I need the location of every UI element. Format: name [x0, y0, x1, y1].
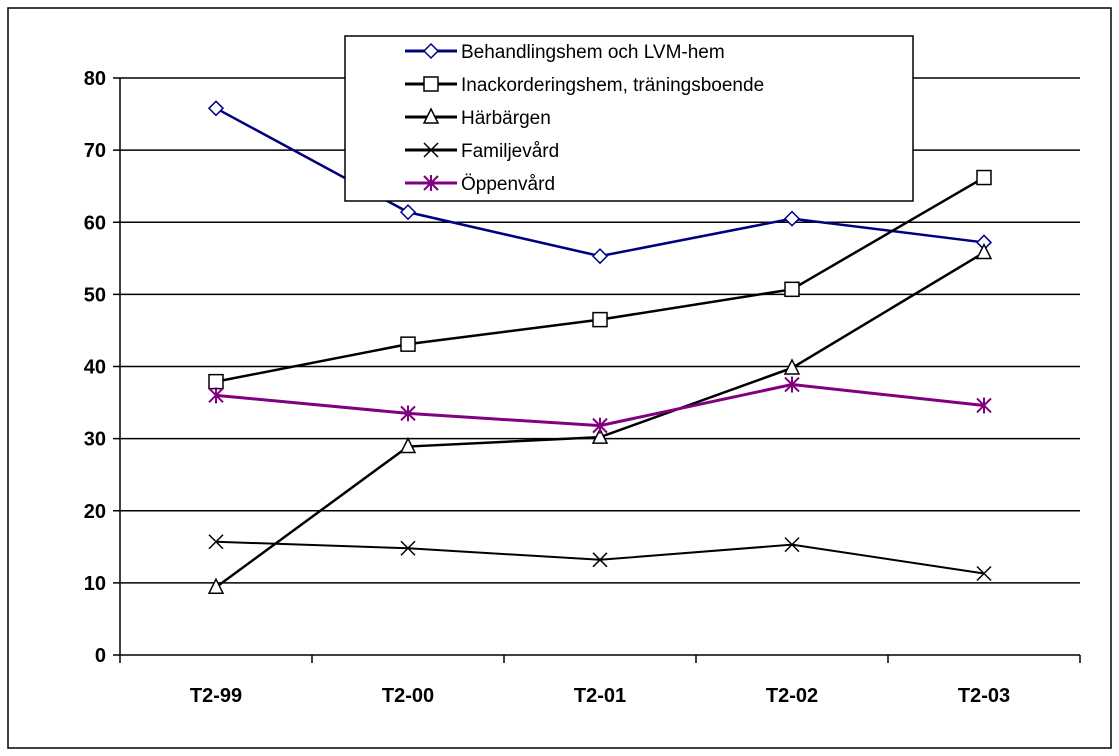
x-marker-stroke [208, 534, 224, 550]
data-point [399, 204, 417, 221]
x-marker-stroke [976, 565, 992, 582]
data-point [784, 281, 800, 298]
y-tick-label: 40 [84, 357, 106, 379]
diamond-marker [591, 248, 609, 265]
data-point [400, 336, 416, 352]
legend-marker [422, 42, 440, 60]
axes: 0 10 20 30 40 50 60 70 80 T2-99 T2-00 T2-01 T2-02 T2-… [84, 68, 1081, 707]
data-point [592, 552, 608, 568]
diamond-marker [783, 210, 801, 227]
gridlines [120, 77, 1080, 584]
x-tick-label: T2-01 [574, 685, 626, 707]
data-point [783, 210, 801, 227]
y-tick-label: 70 [84, 140, 106, 162]
legend: Behandlingshem och LVM-hem Inackorderings… [344, 35, 914, 202]
x-marker-stroke [423, 142, 439, 158]
square-marker [784, 281, 800, 298]
data-point [592, 311, 608, 328]
square-marker [423, 76, 439, 92]
legend-marker [423, 76, 439, 92]
data-point [400, 405, 416, 422]
series-4 [208, 376, 992, 434]
x-tick-label: T2-03 [958, 685, 1010, 707]
square-marker [400, 336, 416, 352]
y-tick-label: 10 [84, 573, 106, 595]
legend-entry: Inackorderingshem, träningsboende [405, 75, 764, 96]
series-2 [207, 242, 993, 594]
data-point [784, 376, 800, 393]
data-point [207, 100, 225, 117]
legend-entry: Behandlingshem och LVM-hem [405, 42, 725, 63]
series [207, 100, 993, 594]
data-point [208, 373, 224, 390]
legend-marker [423, 175, 439, 191]
x-marker-stroke [592, 552, 608, 568]
data-point [976, 169, 992, 186]
legend-label: Familjevård [461, 141, 559, 162]
data-point [400, 540, 416, 556]
y-tick-label: 60 [84, 212, 106, 234]
y-tick-label: 30 [84, 429, 106, 451]
triangle-marker [783, 358, 801, 375]
x-tick-label: T2-00 [382, 685, 434, 707]
legend-label: Härbärgen [461, 108, 551, 129]
data-point [976, 397, 992, 414]
series-0 [207, 100, 993, 265]
triangle-marker [975, 242, 993, 260]
data-point [784, 537, 800, 553]
x-tick-label: T2-99 [190, 685, 242, 707]
data-point [207, 577, 225, 594]
legend-entry: Öppenvård [405, 174, 555, 195]
square-marker [208, 373, 224, 390]
diamond-marker [399, 204, 417, 221]
y-tick-label: 0 [95, 645, 106, 667]
legend-marker [423, 142, 439, 158]
data-point [783, 358, 801, 375]
data-point [975, 242, 993, 260]
y-tick-label: 50 [84, 284, 106, 306]
data-point [591, 427, 609, 444]
y-tick-label: 80 [84, 68, 106, 90]
legend-marker [422, 107, 440, 124]
triangle-marker [422, 107, 440, 124]
x-marker-stroke [400, 540, 416, 556]
square-marker [976, 169, 992, 186]
legend-entry: Härbärgen [405, 107, 551, 129]
data-point [592, 417, 608, 434]
legend-label: Behandlingshem och LVM-hem [461, 42, 725, 63]
square-marker [592, 311, 608, 328]
data-point [208, 387, 224, 404]
diamond-marker [422, 42, 440, 60]
y-tick-label: 20 [84, 501, 106, 523]
triangle-marker [591, 427, 609, 444]
x-marker-stroke [784, 537, 800, 553]
triangle-marker [399, 436, 417, 454]
legend-label: Inackorderingshem, träningsboende [461, 75, 764, 96]
data-point [399, 436, 417, 454]
diamond-marker [207, 100, 225, 117]
data-point [591, 248, 609, 265]
data-point [976, 565, 992, 582]
data-point [208, 534, 224, 550]
series-3 [208, 534, 992, 582]
triangle-marker [207, 577, 225, 594]
x-tick-label: T2-02 [766, 685, 818, 707]
legend-label: Öppenvård [461, 174, 555, 195]
legend-entry: Familjevård [405, 141, 559, 162]
series-1 [208, 169, 992, 390]
